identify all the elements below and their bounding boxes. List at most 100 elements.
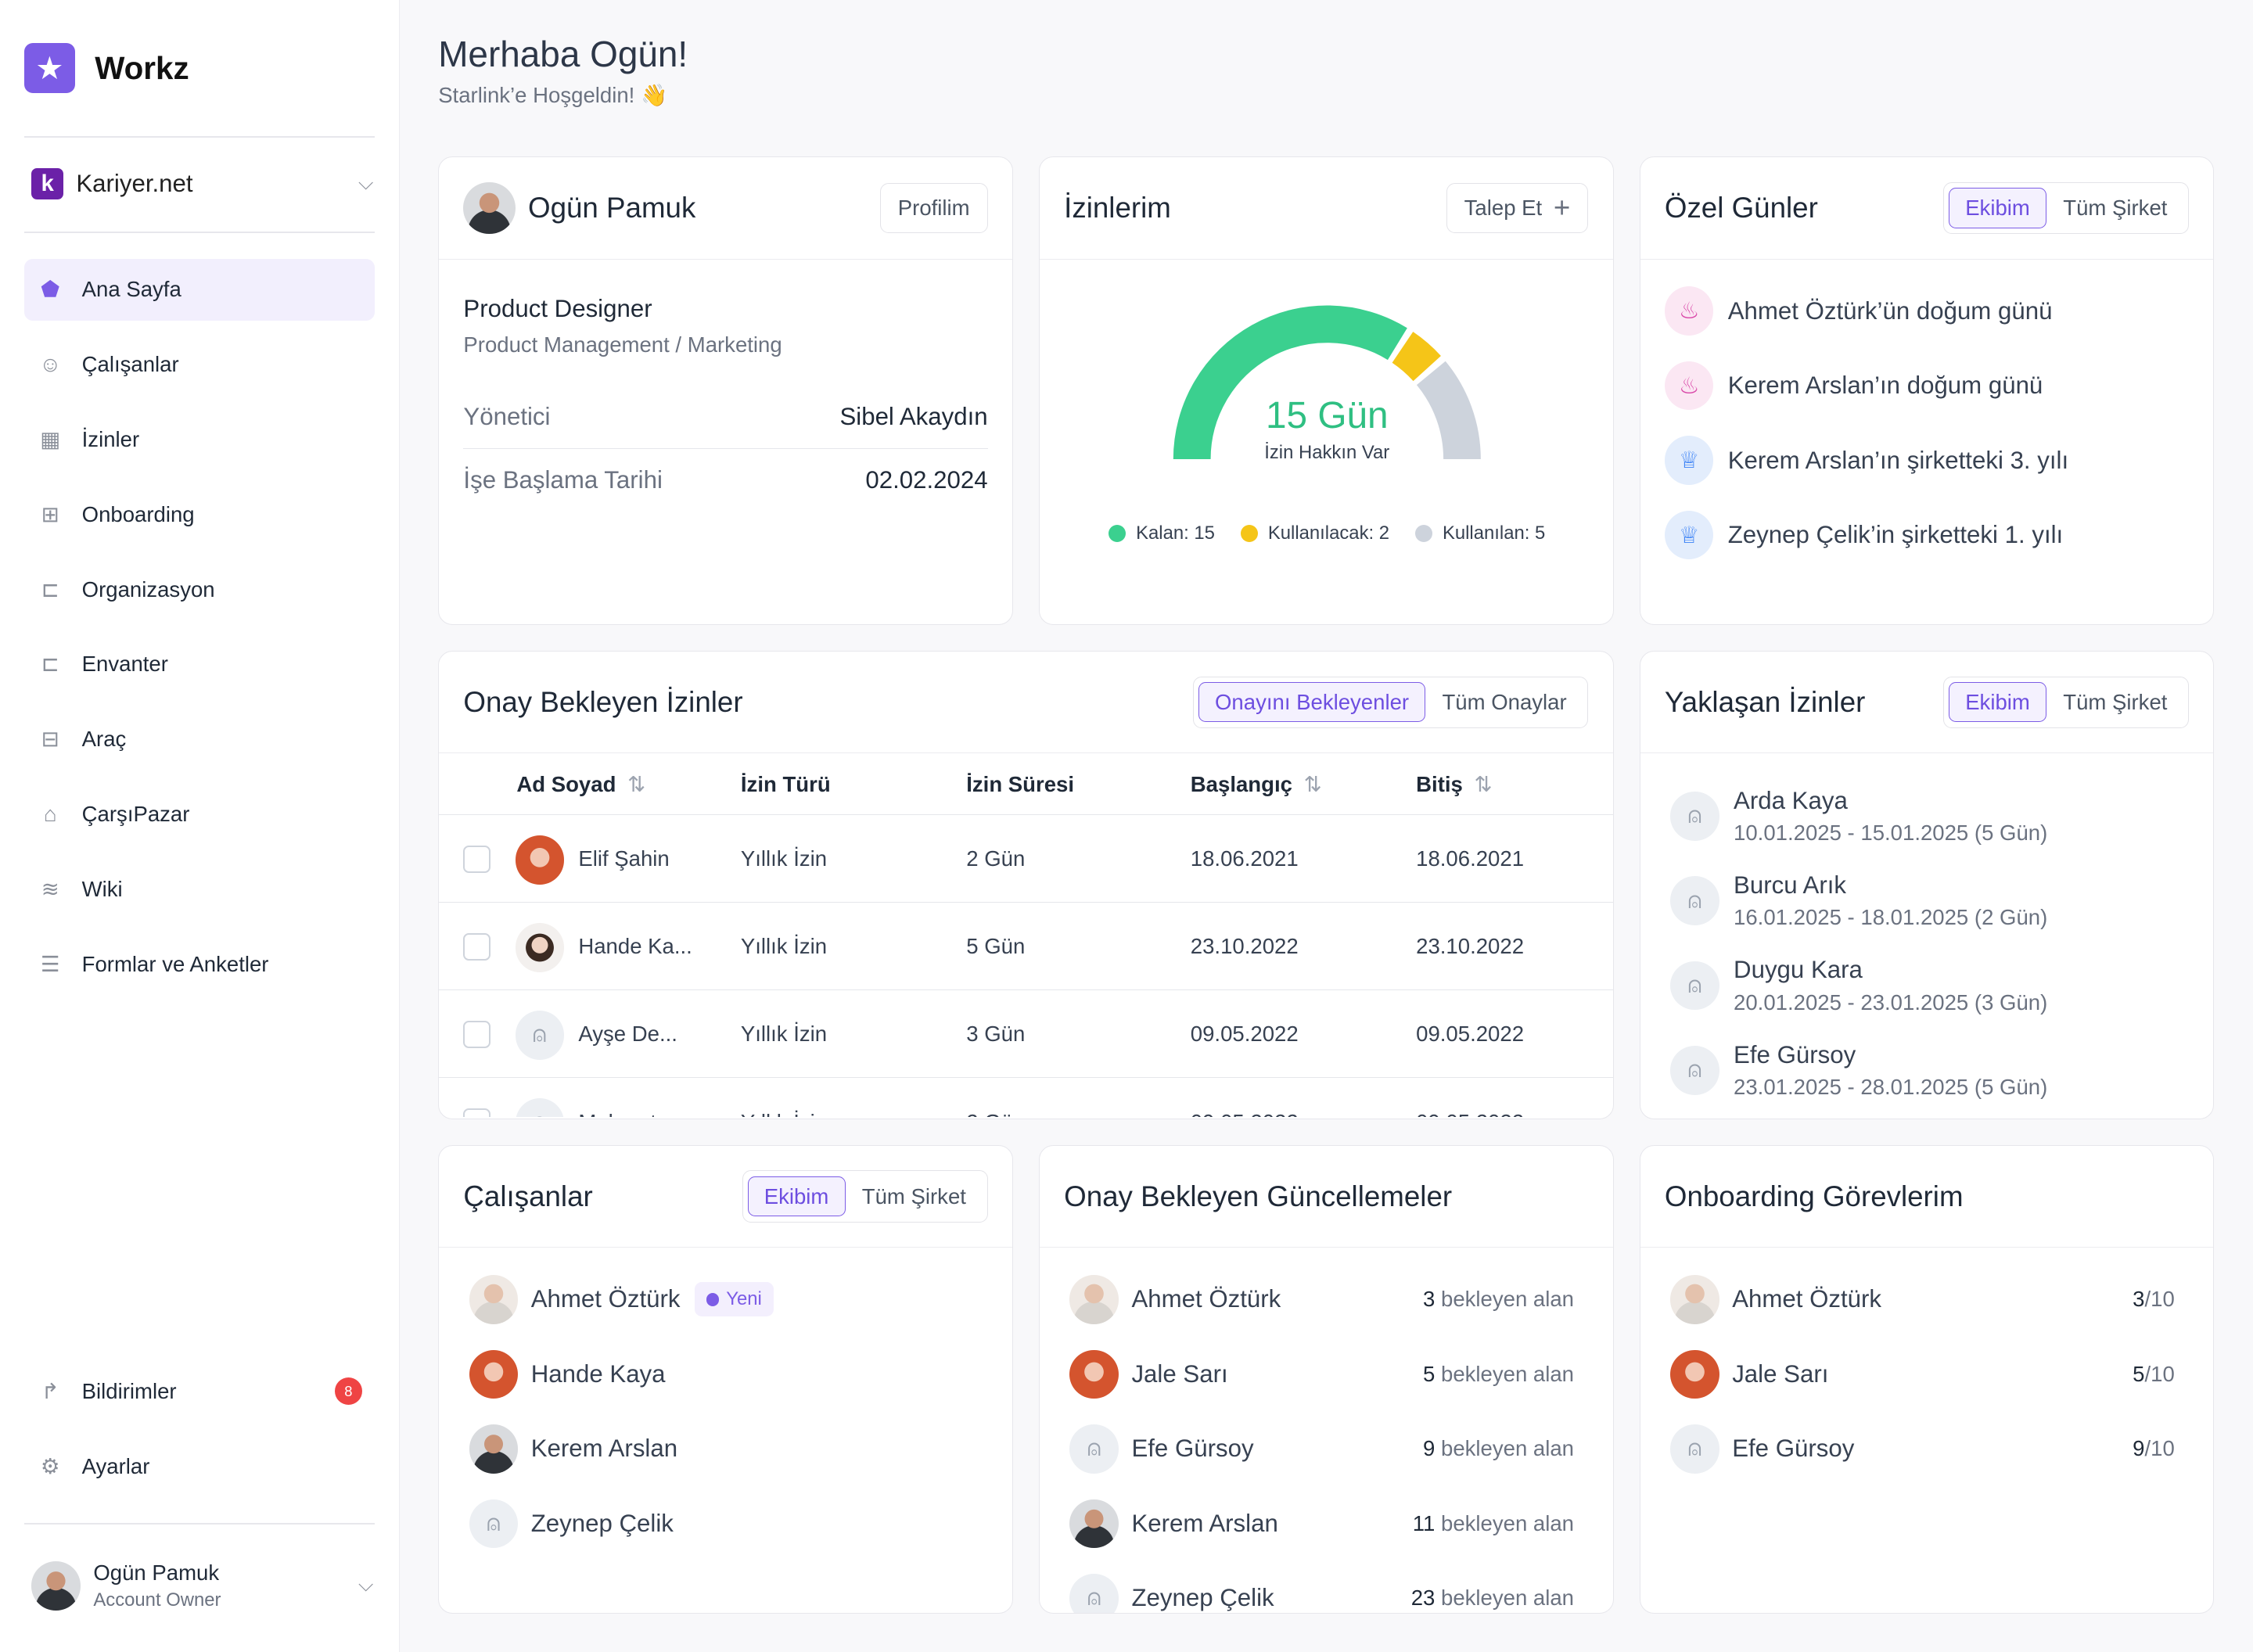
column-header-name[interactable]: Ad Soyad ⇅ [516,753,645,815]
nav-label: Ayarlar [81,1453,150,1478]
onboarding-item[interactable]: Jale Sarı 5/10 [1646,1337,2199,1412]
onboarding-item[interactable]: ⍝ Efe Gürsoy 9/10 [1646,1412,2199,1487]
company-switcher[interactable]: k Kariyer.net ⌵ [31,167,374,200]
employee-item[interactable]: ⍝ Zeynep Çelik [445,1486,1012,1561]
column-label: Ad Soyad [516,771,616,796]
nav-item-bildirimler[interactable]: ↱ Bildirimler 8 [24,1360,375,1422]
table-row[interactable]: Elif Şahin Yıllık İzin 2 Gün 18.06.2021 … [439,815,1613,903]
pending-count: 5 bekleyen alan [1423,1362,1574,1387]
avatar [1069,1275,1119,1324]
company-name: Kariyer.net [76,170,193,198]
tab-tum-sirket[interactable]: Tüm Şirket [861,1183,966,1208]
nav-item-izinler[interactable]: ▦ İzinler [24,408,375,470]
tab-ekibim[interactable]: Ekibim [1948,188,2047,228]
row-checkbox[interactable] [463,1108,491,1118]
nav-item-organizasyon[interactable]: ⊏ Organizasyon [24,558,375,620]
table-row[interactable]: ⍝ Mehmet... Yıllık İzin 2 Gün 09.05.2022… [439,1078,1612,1118]
profile-button[interactable]: Profilim [879,182,988,234]
tab-pending-approval[interactable]: Onayını Bekleyenler [1198,682,1426,723]
button-label: Talep Et [1464,195,1543,220]
tab-tum-sirket[interactable]: Tüm Şirket [2063,195,2168,220]
user-placeholder-icon: ⍝ [1670,961,1719,1011]
count-value: 9 [1423,1436,1436,1461]
column-header-duration: İzin Süresi [966,753,1074,815]
employee-name: Kerem Arslan [530,1435,678,1463]
avatar [515,835,564,885]
nav-item-calisanlar[interactable]: ☺ Çalışanlar [24,333,375,395]
cell-name: Ayşe De... [578,1022,677,1047]
nav-item-formlar[interactable]: ☰ Formlar ve Anketler [24,933,375,995]
sort-icon[interactable]: ⇅ [1474,771,1493,796]
sort-icon[interactable]: ⇅ [1303,771,1322,796]
employee-item[interactable]: Kerem Arslan [445,1412,1012,1487]
table-row[interactable]: ⍝ Ayşe De... Yıllık İzin 3 Gün 09.05.202… [439,990,1613,1079]
column-label: İzin Türü [740,771,831,796]
inventory-icon: ⊏ [41,652,59,677]
update-item[interactable]: Ahmet Öztürk 3 bekleyen alan [1045,1262,1598,1338]
employee-item[interactable]: Ahmet Öztürk Yeni [445,1262,1012,1338]
table-row[interactable]: Hande Ka... Yıllık İzin 5 Gün 23.10.2022… [439,903,1613,991]
onboarding-icon: ⊞ [41,501,59,526]
progress-total: /10 [2144,1287,2175,1312]
nav-item-envanter[interactable]: ⊏ Envanter [24,634,375,695]
pending-count: 3 bekleyen alan [1423,1287,1574,1312]
tab-tum-sirket[interactable]: Tüm Şirket [2063,689,2168,714]
nav-item-ayarlar[interactable]: ⚙ Ayarlar [24,1435,375,1497]
cell-end: 09.05.2022 [1416,1078,1524,1118]
plus-icon: + [1553,191,1571,224]
nav-label: Ana Sayfa [81,277,181,302]
upcoming-leave-item[interactable]: ⍝ Arda Kaya 10.01.2025 - 15.01.2025 (5 Gü… [1670,774,2183,858]
nav-item-carsipazar[interactable]: ⌂ ÇarşıPazar [24,784,375,846]
manager-label: Yönetici [463,403,551,431]
column-header-end[interactable]: Bitiş ⇅ [1416,753,1492,815]
legend-label: Kalan: 15 [1136,522,1215,544]
manager-value: Sibel Akaydın [839,403,988,431]
cake-icon: ♨ [1664,361,1714,411]
sort-icon[interactable]: ⇅ [627,771,646,796]
special-day-text: Zeynep Çelik’in şirketteki 1. yılı [1727,521,2064,549]
employee-name: Ahmet Öztürk [530,1285,681,1313]
tab-all-approvals[interactable]: Tüm Onaylar [1442,689,1567,714]
upcoming-leave-item[interactable]: ⍝ Efe Gürsoy 23.01.2025 - 28.01.2025 (5 G… [1670,1028,2183,1112]
update-item[interactable]: Jale Sarı 5 bekleyen alan [1045,1337,1598,1412]
cell-name: Mehmet... [578,1078,674,1118]
nav-item-wiki[interactable]: ≋ Wiki [24,858,375,920]
avatar [463,181,516,234]
page-subtitle: Starlink’e Hoşgeldin! 👋 [438,82,668,107]
wiki-icon: ≋ [41,876,59,901]
row-checkbox[interactable] [463,932,491,961]
avatar [469,1275,519,1324]
nav-item-ana-sayfa[interactable]: ⬟ Ana Sayfa [24,258,376,321]
cell-start: 18.06.2021 [1190,846,1299,871]
employees-card: Çalışanlar Ekibim Tüm Şirket Ahmet Öztür… [438,1144,1013,1614]
profile-name: Ogün Pamuk [528,191,696,224]
update-item[interactable]: Kerem Arslan 11 bekleyen alan [1045,1486,1598,1561]
upcoming-leave-item[interactable]: ⍝ Duygu Kara 20.01.2025 - 23.01.2025 (3 G… [1670,943,2183,1028]
tab-ekibim[interactable]: Ekibim [1948,682,2047,723]
row-checkbox[interactable] [463,1021,491,1048]
user-placeholder-icon: ⍝ [469,1499,519,1549]
request-leave-button[interactable]: Talep Et + [1446,182,1589,234]
car-icon: ⊟ [41,727,59,752]
update-item[interactable]: ⍝ Efe Gürsoy 9 bekleyen alan [1045,1412,1598,1487]
employee-item[interactable]: Hande Kaya [445,1337,1012,1412]
tab-ekibim[interactable]: Ekibim [747,1176,846,1217]
pending-count: 23 bekleyen alan [1411,1586,1574,1611]
nav-item-arac[interactable]: ⊟ Araç [24,709,375,770]
row-checkbox[interactable] [463,845,491,873]
user-menu[interactable]: Ogün Pamuk Account Owner ⌵ [31,1560,374,1612]
onboarding-item[interactable]: Ahmet Öztürk 3/10 [1646,1262,2199,1338]
nav-item-onboarding[interactable]: ⊞ Onboarding [24,483,375,545]
notification-count-badge: 8 [334,1377,362,1406]
app-logo[interactable]: ★ Workz [24,43,189,94]
count-value: 5 [1423,1361,1436,1386]
column-header-start[interactable]: Başlangıç ⇅ [1191,753,1322,815]
upcoming-leave-item[interactable]: ⍝ Burcu Arık 16.01.2025 - 18.01.2025 (2 G… [1670,858,2183,943]
user-placeholder-icon: ⍝ [1069,1574,1119,1613]
card-header: Onboarding Görevlerim [1640,1146,2214,1248]
bell-icon: ↱ [41,1378,59,1403]
update-item[interactable]: ⍝ Zeynep Çelik 23 bekleyen alan [1045,1561,1598,1613]
department: Product Management / Marketing [463,332,782,357]
card-header: Yaklaşan İzinler Ekibim Tüm Şirket [1640,652,2214,754]
cell-type: Yıllık İzin [740,846,828,871]
